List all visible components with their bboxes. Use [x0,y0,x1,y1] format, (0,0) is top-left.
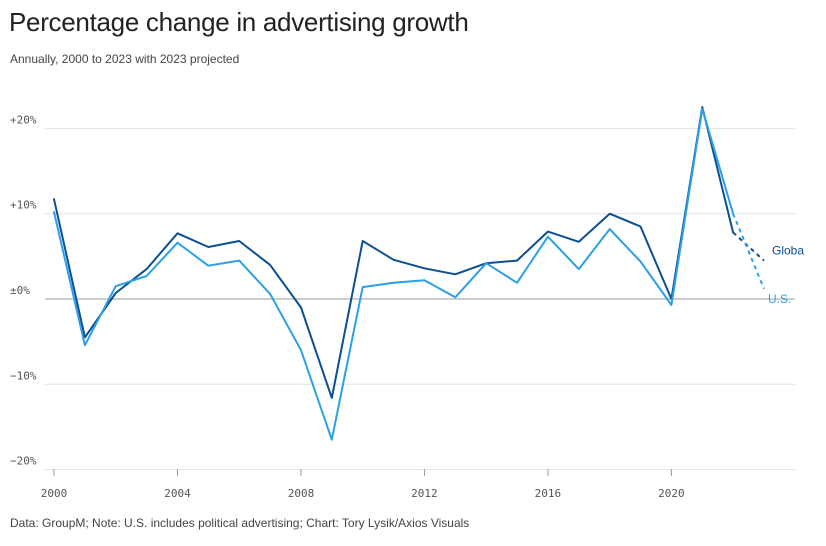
series-line-global [53,106,735,399]
x-tick-label: 2008 [288,487,315,500]
series-label-global: Globa [772,244,804,258]
y-tick-label: ±0% [10,284,30,297]
y-tick-label: +20% [10,113,37,126]
axis-labels: −20% −10% ±0% +10% +20% 2000 2004 2008 2012 2016 2… [10,113,685,500]
series-projection-global [732,231,765,262]
y-tick-label: −20% [10,455,37,468]
grid-lines [45,127,795,471]
y-tick-label: +10% [10,199,37,212]
series-labels: Globa U.S. [768,244,804,306]
source-note: Data: GroupM; Note: U.S. includes politi… [10,516,470,530]
x-tick-label: 2016 [535,487,562,500]
x-tick-label: 2004 [164,487,191,500]
chart-subtitle: Annually, 2000 to 2023 with 2023 project… [10,52,240,66]
series-projection-u-s [732,213,765,290]
y-tick-label: −10% [10,369,37,382]
x-tick-label: 2012 [411,487,438,500]
x-tick-label: 2000 [41,487,68,500]
series-lines [53,106,765,441]
series-label-u-s: U.S. [768,292,791,306]
x-tick-label: 2020 [658,487,685,500]
chart-title: Percentage change in advertising growth [9,7,469,37]
series-line-u-s [53,107,735,441]
